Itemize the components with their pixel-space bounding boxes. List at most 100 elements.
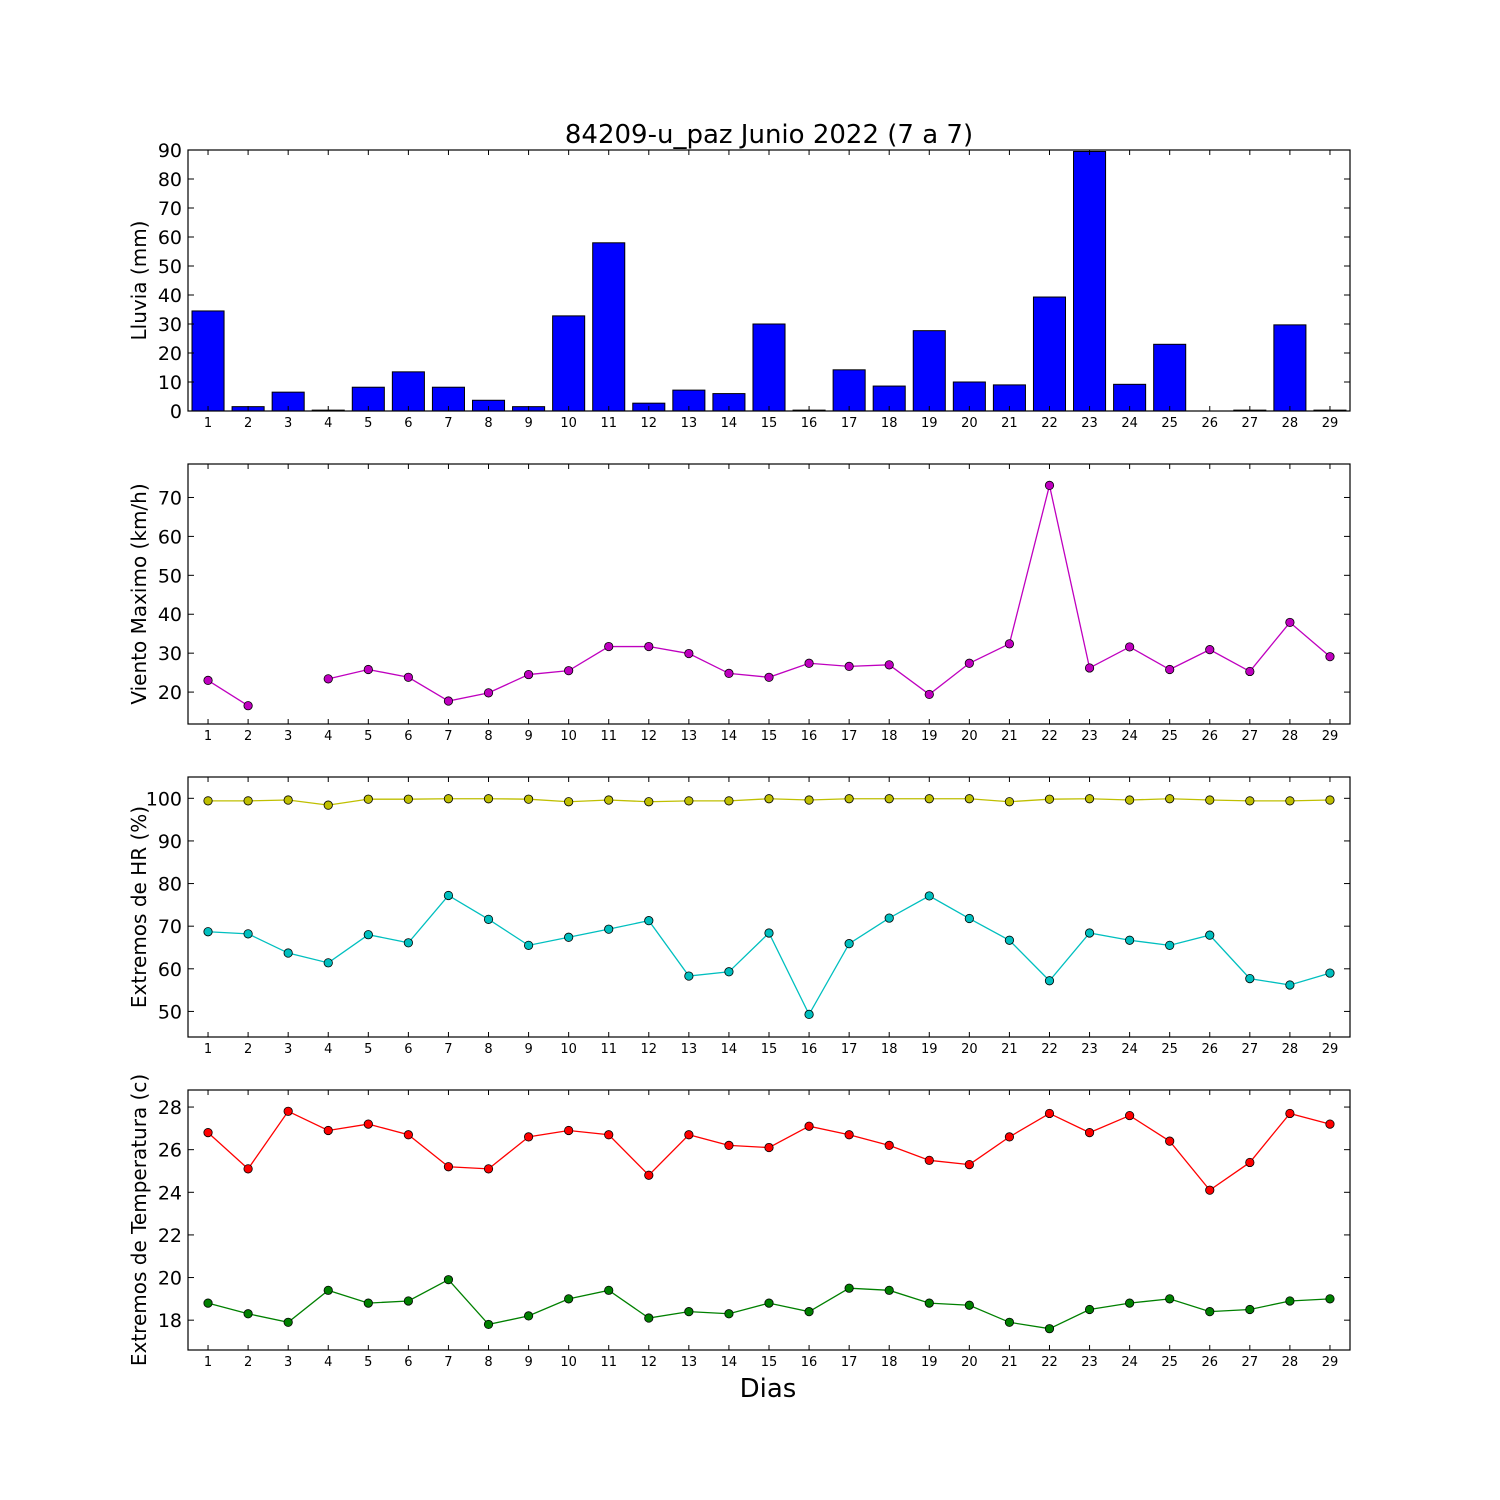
series-1-point-day-20: [964, 1159, 974, 1170]
x-tick-label: 1: [204, 1042, 212, 1057]
series-2-point-day-22: [1044, 1324, 1055, 1334]
x-tick-label: 22: [1041, 1355, 1058, 1370]
x-tick-label: 5: [364, 416, 372, 431]
x-tick-label: 23: [1081, 729, 1098, 744]
series-2-point-day-29: [1325, 968, 1335, 978]
y-tick-label: 10: [158, 372, 182, 394]
series-2-point-day-14: [724, 967, 734, 977]
series-1-point-day-6: [403, 1130, 413, 1140]
x-tick-label: 1: [204, 729, 212, 744]
x-tick-label: 10: [560, 729, 577, 744]
series-1-point-day-11: [604, 1130, 614, 1140]
x-tick-label: 6: [404, 729, 412, 744]
series-2-point-day-20: [964, 1300, 974, 1310]
x-tick-label: 24: [1121, 1042, 1138, 1057]
series-1-point-day-22: [1044, 480, 1055, 491]
y-tick-label: 70: [158, 916, 182, 938]
x-tick-label: 1: [204, 1355, 212, 1370]
x-tick-label: 2: [244, 416, 252, 431]
series-1-point-day-26: [1205, 1185, 1215, 1195]
x-tick-label: 13: [681, 416, 698, 431]
x-tick-label: 10: [560, 1042, 577, 1057]
series-2-point-day-25: [1165, 1294, 1175, 1304]
x-tick-label: 16: [801, 1042, 818, 1057]
series-2-point-day-19: [924, 1298, 934, 1308]
series-1-point-day-27: [1245, 1157, 1255, 1168]
x-tick-label: 22: [1041, 729, 1058, 744]
x-tick-label: 2: [244, 1042, 252, 1057]
x-tick-label: 11: [600, 416, 617, 431]
series-2-point-day-16: [804, 1009, 814, 1020]
panel-4: 1 2 3 4 5 6 7 8 9 10 11 12 13 14 15 16 17 18 19 20 21 22 23 24 2…: [127, 1074, 1351, 1370]
series-1-point-day-17: [844, 661, 854, 671]
x-tick-label: 26: [1201, 1355, 1218, 1370]
y-tick-label: 50: [158, 565, 182, 587]
bar-day-6: [391, 371, 425, 412]
x-tick-label: 20: [961, 1042, 978, 1057]
series-2-point-day-7: [443, 1275, 454, 1285]
series-2-point-day-18: [884, 1285, 894, 1295]
x-tick-label: 6: [404, 1042, 412, 1057]
x-tick-label: 6: [404, 1355, 412, 1370]
series-1-point-day-6: [403, 794, 413, 804]
x-tick-label: 16: [801, 1355, 818, 1370]
series-1-point-day-8: [483, 688, 494, 698]
x-tick-label: 20: [961, 416, 978, 431]
series-1-point-day-4: [323, 800, 333, 810]
series-1-point-day-7: [443, 696, 454, 706]
series-1-point-day-11: [604, 795, 614, 805]
series-1-point-day-20: [964, 794, 974, 804]
y-tick-label: 30: [158, 643, 182, 665]
series-1-point-day-18: [884, 660, 894, 670]
x-tick-label: 21: [1001, 1355, 1018, 1370]
bar-day-1: [191, 310, 225, 412]
series-2-point-day-3: [283, 948, 293, 958]
x-tick-label: 8: [484, 416, 492, 431]
y-tick-label: 24: [158, 1182, 182, 1204]
x-tick-label: 16: [801, 416, 818, 431]
x-tick-label: 28: [1282, 1355, 1299, 1370]
series-1-point-day-5: [363, 664, 373, 675]
series-1-point-day-28: [1285, 1108, 1295, 1119]
series-1-point-day-16: [804, 795, 814, 805]
y-tick-label: 80: [158, 874, 182, 896]
series-1-point-day-19: [924, 794, 934, 804]
x-tick-label: 7: [444, 729, 452, 744]
series-2-point-day-26: [1205, 930, 1215, 940]
series-2-point-day-9: [523, 1311, 534, 1321]
series-2-point-day-29: [1325, 1294, 1335, 1304]
series-1-point-day-1: [203, 1128, 213, 1138]
series-1-point-day-29: [1325, 1119, 1335, 1129]
x-tick-label: 17: [841, 1355, 858, 1370]
x-tick-label: 23: [1081, 416, 1098, 431]
chart-title: 84209-u_paz Junio 2022 (7 a 7): [565, 120, 973, 150]
x-tick-label: 25: [1161, 729, 1178, 744]
x-tick-label: 26: [1201, 729, 1218, 744]
series-1-point-day-4: [323, 674, 333, 684]
x-tick-label: 27: [1242, 729, 1259, 744]
x-tick-label: 9: [524, 729, 532, 744]
x-tick-label: 28: [1282, 729, 1299, 744]
y-tick-label: 20: [158, 1268, 182, 1290]
bar-day-28: [1273, 324, 1307, 412]
series-1-point-day-23: [1084, 794, 1095, 804]
series-2-point-day-26: [1205, 1307, 1215, 1317]
series-1-point-day-18: [884, 1140, 894, 1151]
series-2-point-day-11: [604, 1285, 614, 1295]
y-axis-label: Lluvia (mm): [127, 221, 151, 341]
x-tick-label: 18: [881, 1042, 898, 1057]
bar-day-15: [752, 323, 786, 412]
x-tick-label: 15: [761, 1355, 778, 1370]
series-1-point-day-19: [924, 689, 934, 700]
series-1-point-day-13: [684, 648, 694, 659]
series-2-point-day-24: [1125, 935, 1135, 945]
y-tick-label: 70: [158, 487, 182, 509]
y-tick-label: 20: [158, 682, 182, 704]
x-tick-label: 29: [1322, 1042, 1339, 1057]
y-tick-label: 22: [158, 1225, 182, 1247]
series-2-point-day-12: [644, 1313, 654, 1323]
x-tick-label: 8: [484, 1355, 492, 1370]
x-tick-label: 8: [484, 729, 492, 744]
